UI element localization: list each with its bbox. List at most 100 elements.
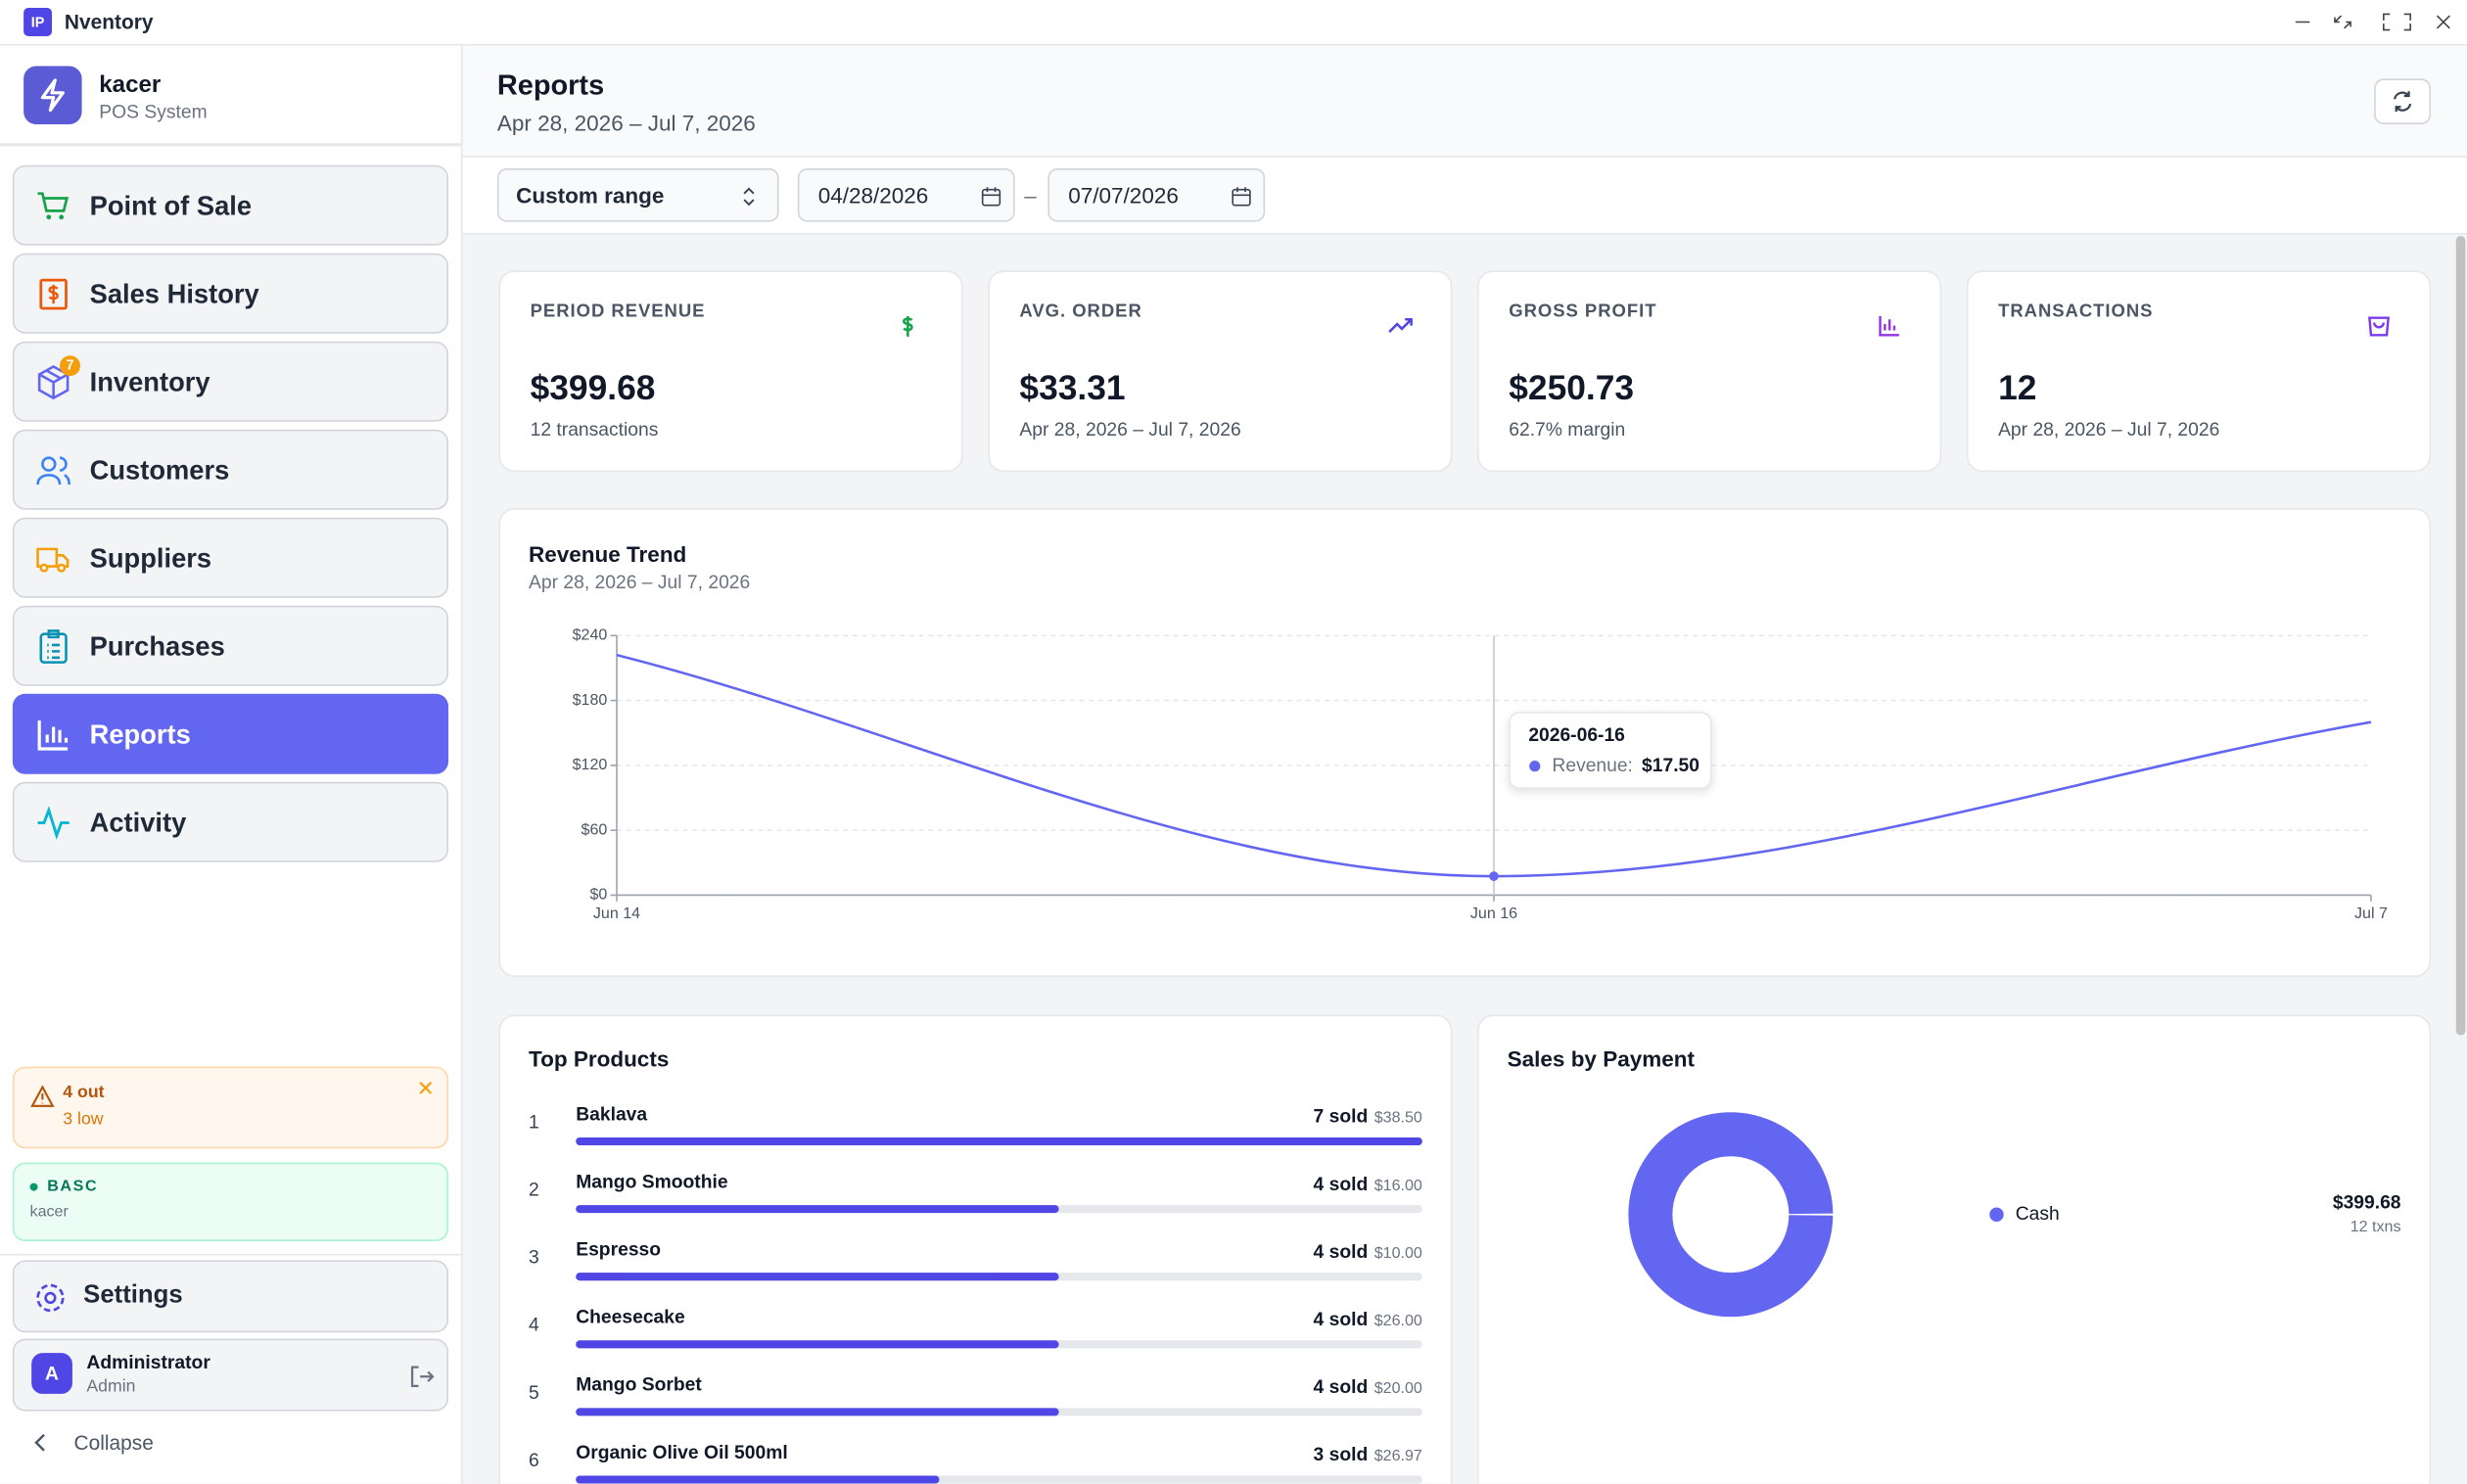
product-rank: 3 — [529, 1245, 539, 1269]
nav-item[interactable]: Suppliers — [12, 517, 449, 598]
product-stats: 4 sold $20.00 — [1314, 1377, 1422, 1398]
hover-point — [1489, 871, 1499, 881]
kpi-icon — [903, 316, 913, 337]
user-box — [12, 1338, 449, 1412]
legend-value: $399.68 — [2333, 1193, 2401, 1214]
x-tick-label: Jun 14 — [593, 904, 640, 922]
nav-label[interactable]: Customers — [89, 455, 230, 486]
product-rank: 1 — [529, 1110, 539, 1134]
kpi-value: $250.73 — [1509, 368, 1635, 408]
product-name: Organic Olive Oil 500ml — [576, 1441, 788, 1463]
nav-item[interactable]: Inventory 7 — [12, 341, 449, 422]
settings-button[interactable] — [12, 1260, 449, 1333]
window-controls[interactable] — [2281, 6, 2462, 37]
nav-label[interactable]: Suppliers — [89, 543, 212, 574]
select-arrows — [743, 187, 755, 207]
brand-logo — [23, 66, 82, 124]
to-date[interactable] — [1047, 167, 1266, 222]
legend-note: 12 txns — [2351, 1218, 2401, 1235]
kpi-note: Apr 28, 2026 – Jul 7, 2026 — [1998, 418, 2220, 441]
nav-icon — [37, 192, 70, 220]
chart-title: Top Products — [529, 1045, 670, 1072]
product-stats: 7 sold $38.50 — [1314, 1107, 1422, 1128]
y-tick-label: $120 — [573, 756, 608, 773]
kpi-label: TRANSACTIONS — [1998, 301, 2154, 322]
kpi-note: Apr 28, 2026 – Jul 7, 2026 — [1019, 418, 1241, 441]
x-tick-label: Jul 7 — [2354, 904, 2388, 922]
window-title: Nventory — [64, 10, 154, 34]
kpi-value: 12 — [1998, 368, 2037, 408]
logout-icon[interactable] — [407, 1363, 436, 1391]
range-label[interactable]: Custom range — [516, 182, 665, 209]
plan-name: BASC — [47, 1178, 99, 1196]
nav-item[interactable]: Reports — [12, 693, 449, 774]
page-subtitle: Apr 28, 2026 – Jul 7, 2026 — [496, 110, 756, 136]
tooltip — [1509, 712, 1712, 789]
refresh-button[interactable] — [2374, 78, 2432, 124]
collapse-label[interactable]: Collapse — [73, 1430, 154, 1455]
settings-label[interactable]: Settings — [83, 1281, 183, 1310]
nav-label[interactable]: Activity — [89, 808, 187, 838]
product-sold: 4 sold — [1313, 1240, 1369, 1263]
product-stats: 4 sold $26.00 — [1314, 1310, 1422, 1330]
chart-title: Revenue Trend — [529, 540, 687, 567]
range-select[interactable] — [496, 167, 779, 222]
kpi-label: PERIOD REVENUE — [530, 301, 706, 322]
nav-icon — [39, 278, 68, 310]
product-name: Cheesecake — [576, 1305, 685, 1328]
nav-icon — [37, 806, 70, 840]
bar-track — [576, 1475, 1422, 1484]
stock-alert — [12, 1066, 449, 1149]
alert-close[interactable] — [417, 1080, 436, 1098]
product-rank: 6 — [529, 1449, 539, 1471]
nav-label[interactable]: Sales History — [89, 279, 259, 309]
product-name: Mango Sorbet — [576, 1373, 702, 1396]
nav-icon — [36, 456, 71, 486]
scrollbar[interactable] — [2455, 236, 2466, 1036]
product-amount: $10.00 — [1373, 1245, 1422, 1263]
nav-item[interactable]: Purchases — [12, 605, 449, 686]
nav-item[interactable]: Customers — [12, 429, 449, 510]
alert-out: 4 out — [63, 1083, 105, 1102]
alert-low: 3 low — [63, 1109, 104, 1130]
to-date-text[interactable]: 07/07/2026 — [1068, 182, 1179, 209]
plan-user: kacer — [29, 1203, 69, 1222]
product-sold: 3 sold — [1313, 1443, 1369, 1466]
product-rank: 2 — [529, 1178, 539, 1201]
nav-item[interactable]: Sales History — [12, 253, 449, 334]
bar — [576, 1205, 1060, 1214]
kpi-card: PERIOD REVENUE $399.68 12 transactions — [498, 270, 963, 473]
product-amount: $16.00 — [1373, 1177, 1422, 1195]
y-tick-label: $180 — [573, 691, 608, 709]
nav-label[interactable]: Inventory — [89, 367, 210, 397]
product-stats: 4 sold $16.00 — [1314, 1175, 1422, 1195]
nav-label[interactable]: Point of Sale — [89, 191, 253, 221]
app-icon: IP — [23, 8, 53, 36]
product-amount: $38.50 — [1373, 1109, 1422, 1128]
product-stats: 3 sold $26.97 — [1314, 1445, 1422, 1465]
nav-label[interactable]: Reports — [89, 719, 191, 750]
tooltip-dot — [1529, 761, 1541, 772]
from-date[interactable] — [797, 167, 1015, 222]
nav-label[interactable]: Purchases — [89, 631, 225, 662]
kpi-icon — [1879, 316, 1899, 337]
product-name: Mango Smoothie — [576, 1170, 728, 1193]
from-date-text[interactable]: 04/28/2026 — [817, 182, 929, 209]
kpi-note: 62.7% margin — [1509, 418, 1626, 441]
pie-slice — [1628, 1111, 1834, 1318]
collapse-icon[interactable] — [31, 1432, 50, 1455]
kpi-label: AVG. ORDER — [1019, 301, 1142, 322]
kpi-card: AVG. ORDER $33.31 Apr 28, 2026 – Jul 7, 20… — [988, 270, 1453, 473]
nav-item[interactable]: Activity — [12, 781, 449, 862]
kpi-icon — [1388, 317, 1413, 334]
kpi-value: $399.68 — [530, 368, 656, 408]
bar — [576, 1136, 1422, 1146]
product-amount: $26.00 — [1373, 1313, 1422, 1330]
nav-item[interactable]: Point of Sale — [12, 164, 449, 246]
product-rank: 4 — [529, 1313, 539, 1336]
title-bar — [0, 0, 2467, 46]
nav-icon — [37, 364, 70, 400]
settings-icon — [36, 1283, 65, 1313]
legend-dot — [1989, 1207, 2004, 1222]
